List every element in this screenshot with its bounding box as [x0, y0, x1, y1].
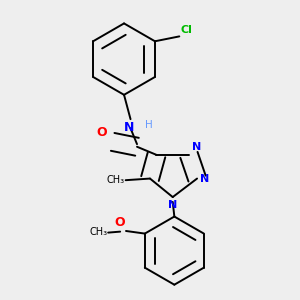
Text: H: H: [145, 120, 153, 130]
Text: CH₃: CH₃: [106, 175, 125, 184]
Text: CH₃: CH₃: [89, 227, 107, 237]
Text: O: O: [114, 216, 125, 230]
Text: O: O: [96, 126, 107, 139]
Text: N: N: [191, 142, 201, 152]
Text: N: N: [200, 174, 210, 184]
Text: Cl: Cl: [181, 25, 193, 35]
Text: N: N: [124, 121, 134, 134]
Text: N: N: [168, 200, 177, 210]
